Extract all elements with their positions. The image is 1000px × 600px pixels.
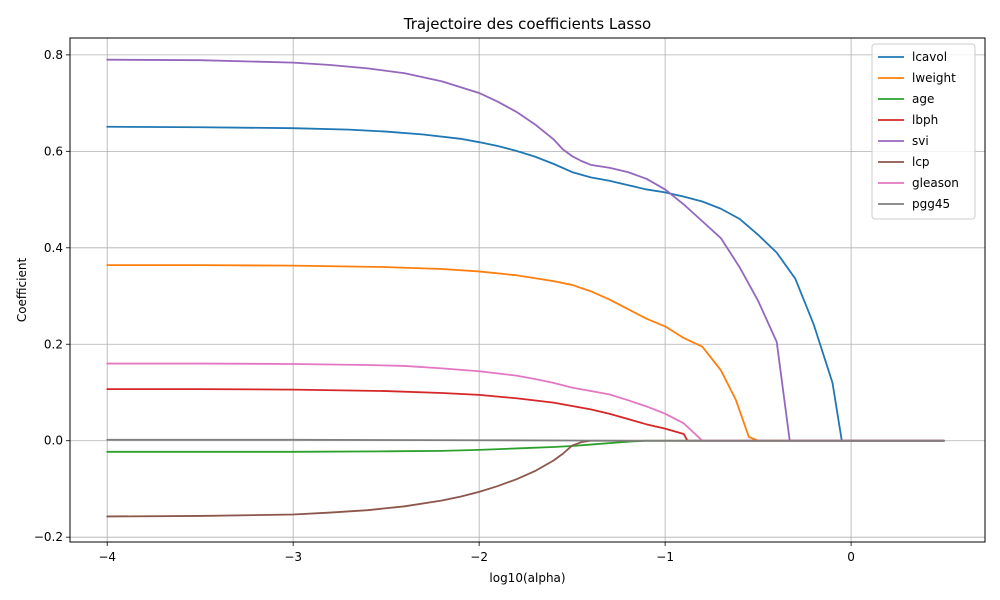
legend-label-lcavol: lcavol (912, 50, 947, 64)
legend: lcavol lweight age lbph svi lcp gleason pgg45 (871, 43, 976, 220)
x-tick-label: −3 (284, 550, 302, 564)
legend-box (871, 43, 976, 220)
plot-frame (69, 37, 986, 543)
y-tick-label: 0.2 (44, 337, 63, 351)
x-tick-label: −2 (470, 550, 488, 564)
chart-title: Trajectoire des coefficients Lasso (403, 15, 651, 33)
x-tick-label: −1 (656, 550, 674, 564)
x-axis-label: log10(alpha) (489, 571, 565, 585)
legend-label-age: age (912, 92, 934, 106)
y-tick-label: 0.0 (44, 434, 63, 448)
legend-label-pgg45: pgg45 (912, 197, 950, 211)
series-line-lweight (106, 264, 945, 442)
legend-label-lbph: lbph (912, 113, 938, 127)
series-line-svi (106, 58, 945, 442)
x-axis-ticks: −4 −3 −2 −1 0 (98, 542, 855, 564)
y-axis-label: Coefficient (15, 258, 29, 323)
legend-label-gleason: gleason (912, 176, 959, 190)
series-line-lcp (106, 439, 945, 518)
y-axis-ticks: −0.2 0.0 0.2 0.4 0.6 0.8 (34, 48, 70, 544)
legend-label-svi: svi (912, 134, 929, 148)
legend-label-lweight: lweight (912, 71, 956, 85)
grid (70, 38, 985, 542)
series-line-age (106, 439, 945, 453)
series-line-lbph (106, 388, 945, 442)
series-line-gleason (106, 362, 945, 442)
y-tick-label: 0.4 (44, 241, 63, 255)
y-tick-label: −0.2 (34, 530, 63, 544)
series-line-lcavol (106, 125, 945, 442)
y-tick-label: 0.8 (44, 48, 63, 62)
y-tick-label: 0.6 (44, 144, 63, 158)
series-layer (106, 58, 945, 518)
series-line-pgg45 (106, 438, 945, 442)
legend-label-lcp: lcp (912, 155, 930, 169)
x-tick-label: 0 (847, 550, 855, 564)
x-tick-label: −4 (98, 550, 116, 564)
